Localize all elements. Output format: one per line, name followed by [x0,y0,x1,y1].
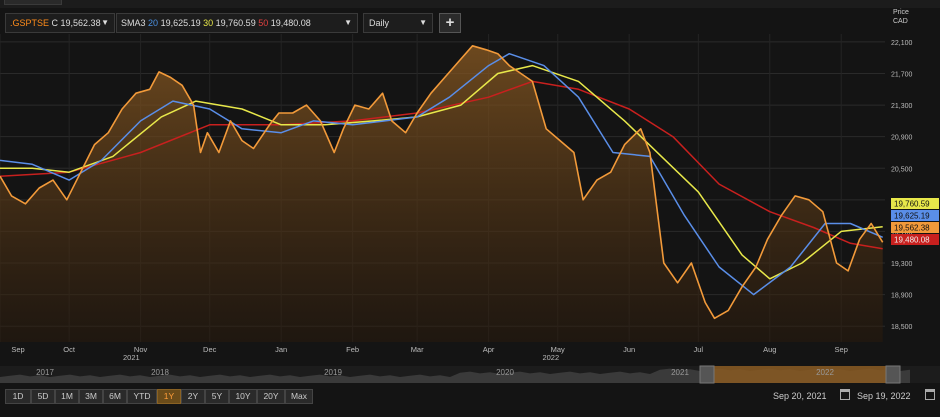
price-axis-title-line2: CAD [893,18,908,25]
month-tick-label: Apr [483,345,495,354]
range-button-1m[interactable]: 1M [55,389,79,404]
sma50-value: 19,480.08 [270,18,311,28]
month-tick-label: Sep [835,345,848,354]
range-button-6m[interactable]: 6M [103,389,127,404]
symbol-close-value: C 19,562.38 [51,18,101,28]
sma20-period: 20 [148,18,159,28]
price-tick-label: 22,100 [891,40,913,47]
symbol-selector[interactable]: .GSPTSE C 19,562.38 ▼ [5,13,115,33]
close-area-fill [0,45,883,343]
range-button-10y[interactable]: 10Y [229,389,257,404]
interval-value: Daily [369,18,390,28]
chevron-down-icon[interactable]: ▼ [344,18,352,27]
month-tick-label: Jun [623,345,635,354]
value-tag-sma50 [891,234,939,245]
price-tick-label: 20,900 [891,135,913,142]
price-tick-label: 20,500 [891,166,913,173]
navigator-silhouette [0,368,910,383]
navigator-year-label: 2018 [151,368,169,377]
range-button-1d[interactable]: 1D [5,389,31,404]
month-tick-label: Jul [694,345,704,354]
range-button-max[interactable]: Max [285,389,313,404]
price-tick-label: 21,700 [891,71,913,78]
navigator-year-label: 2021 [671,368,689,377]
price-tick-label: 18,900 [891,293,913,300]
month-tick-label: Sep [11,345,24,354]
price-tick-label: 21,300 [891,103,913,110]
navigator-selection [714,366,886,383]
sma30-line [0,64,883,280]
sma30-period: 30 [203,18,214,28]
symbol-name: .GSPTSE [10,18,50,28]
range-button-5y[interactable]: 5Y [205,389,229,404]
value-tag-label-sma20: 19,625.19 [894,212,930,221]
month-tick-label: Oct [63,345,76,354]
value-tag-label-close: 19,562.38 [894,224,930,233]
sma30-value: 19,760.59 [215,18,256,28]
calendar-icon[interactable] [840,389,850,400]
month-tick-label: Nov [134,345,148,354]
range-button-1y[interactable]: 1Y [157,389,181,404]
range-button-3m[interactable]: 3M [79,389,103,404]
top-strip [0,0,940,8]
navigator-year-label: 2019 [324,368,342,377]
value-tag-label-sma50: 19,480.08 [894,236,930,245]
close-price-line [0,45,884,320]
calendar-icon[interactable] [925,389,935,400]
price-axis-title-line1: Price [893,9,909,16]
year-tick-label: 2022 [542,353,559,362]
range-button-ytd[interactable]: YTD [127,389,157,404]
range-button-20y[interactable]: 20Y [257,389,285,404]
month-tick-label: Jan [275,345,287,354]
start-date[interactable]: Sep 20, 2021 [773,391,827,401]
sma-label: SMA3 [121,18,146,28]
sma50-period: 50 [258,18,269,28]
end-date[interactable]: Sep 19, 2022 [857,391,911,401]
range-button-5d[interactable]: 5D [31,389,55,404]
navigator-year-label: 2017 [36,368,54,377]
value-tag-sma30 [891,198,939,209]
interval-dropdown[interactable]: Daily ▼ [363,13,433,33]
range-button-2y[interactable]: 2Y [181,389,205,404]
price-tick-label: 19,300 [891,261,913,268]
month-tick-label: Aug [763,345,776,354]
month-tick-label: Dec [203,345,217,354]
navigator-handle-left [699,365,715,384]
sma-indicator-selector[interactable]: SMA3 20 19,625.19 30 19,760.59 50 19,480… [116,13,358,33]
symbol-tab[interactable] [4,0,62,5]
value-tag-sma20 [891,210,939,221]
add-symbol-button[interactable]: + [439,13,461,33]
month-tick-label: May [551,345,565,354]
chevron-down-icon[interactable]: ▼ [419,18,427,27]
navigator-year-label: 2022 [816,368,834,377]
chevron-down-icon[interactable]: ▼ [101,18,109,27]
value-tag-label-sma30: 19,760.59 [894,200,930,209]
year-tick-label: 2021 [123,353,140,362]
month-tick-label: Feb [346,345,359,354]
value-tag-close [891,222,939,233]
navigator-year-label: 2020 [496,368,514,377]
price-axis-title: Price CAD [893,8,909,26]
month-tick-label: Mar [411,345,424,354]
navigator-end [910,366,940,383]
price-tick-label: 18,500 [891,324,913,331]
sma20-value: 19,625.19 [160,18,201,28]
navigator-handle-right [885,365,901,384]
